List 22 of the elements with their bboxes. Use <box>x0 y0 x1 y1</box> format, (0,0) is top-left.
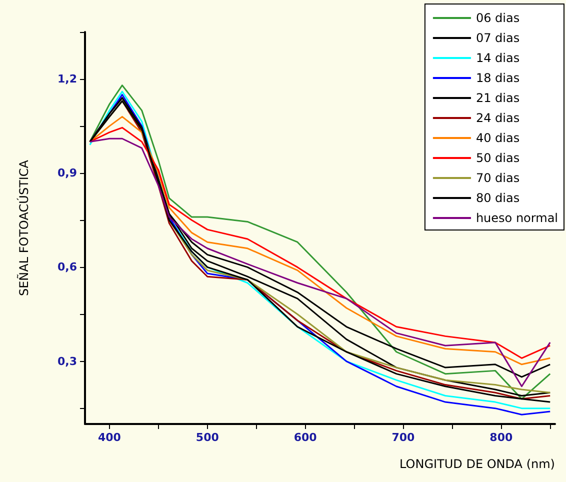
legend-label: 06 dias <box>476 11 520 25</box>
legend-label: 80 dias <box>476 191 520 205</box>
legend-label: 14 dias <box>476 51 520 65</box>
x-tick-label: 700 <box>392 431 416 444</box>
legend-label: hueso normal <box>476 211 558 225</box>
y-tick-label: 1,2 <box>58 72 77 86</box>
legend-label: 24 dias <box>476 111 520 125</box>
y-tick-label: 0,9 <box>58 166 77 180</box>
legend-label: 18 dias <box>476 71 520 85</box>
legend-label: 21 dias <box>476 91 520 105</box>
x-tick-label: 500 <box>196 431 220 444</box>
x-tick-label: 600 <box>294 431 318 444</box>
y-tick-label: 0,6 <box>58 260 78 274</box>
y-tick-label: 0,3 <box>58 354 77 368</box>
x-tick-label: 400 <box>98 431 122 444</box>
legend-label: 50 dias <box>476 151 520 165</box>
legend-label: 70 dias <box>476 171 520 185</box>
legend-label: 40 dias <box>476 131 520 145</box>
y-axis-title: SEÑAL FOTOACÚSTICA <box>16 159 31 296</box>
x-axis-title: LONGITUD DE ONDA (nm) <box>400 457 555 471</box>
legend-label: 07 dias <box>476 31 520 45</box>
x-tick-label: 800 <box>490 431 513 444</box>
